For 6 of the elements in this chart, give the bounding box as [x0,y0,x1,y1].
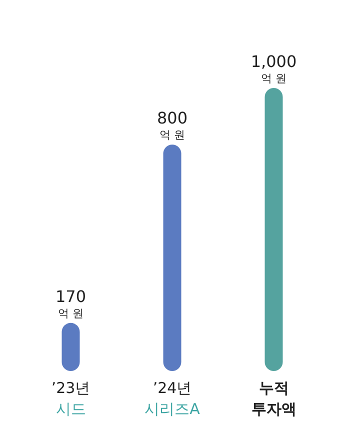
data-label: 1,000 억 원 [250,52,297,85]
x-tick-label: ’23년 시드 [51,379,90,418]
data-label: 170 억 원 [55,286,86,320]
x-tick-label: ’24년 시리즈A [144,379,201,418]
x-tick-label: 누적 투자액 [251,379,296,418]
data-label: 800 억 원 [156,108,188,142]
